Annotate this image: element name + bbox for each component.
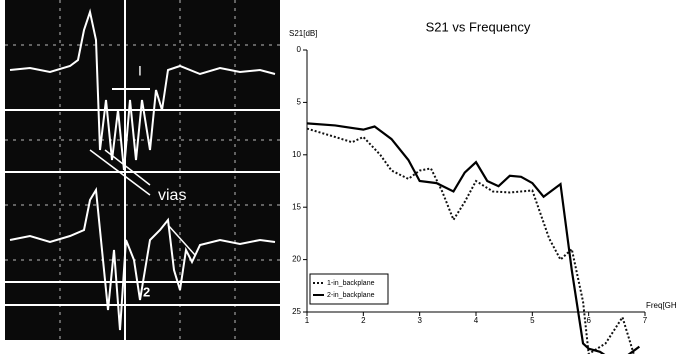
x-tick-label: 3 — [417, 316, 422, 325]
scope-label: 2 — [143, 284, 150, 299]
scope-label: vias — [158, 187, 186, 204]
y-tick-label: 25 — [292, 307, 301, 316]
y-tick-label: 0 — [297, 45, 302, 54]
y-axis-label: S21[dB] — [289, 29, 317, 38]
x-tick-label: 1 — [305, 316, 310, 325]
chart-title: S21 vs Frequency — [426, 19, 531, 34]
legend-box — [310, 274, 388, 304]
y-tick-label: 5 — [297, 98, 302, 107]
legend-label: 2-in_backplane — [327, 292, 375, 299]
scope-label: I — [138, 63, 142, 79]
y-tick-label: 15 — [292, 202, 301, 211]
x-tick-label: 5 — [530, 316, 535, 325]
plot: 0 5 10 15 20 25 1 2 3 4 5 6 7 1-in_backplane 2-in_back… — [292, 45, 648, 354]
x-tick-label: 6 — [586, 316, 591, 325]
x-axis-label: Freq[GH — [646, 301, 677, 310]
y-tick-label: 20 — [292, 255, 301, 264]
x-tick-label: 7 — [643, 316, 648, 325]
x-tick-label: 4 — [474, 316, 479, 325]
legend-label: 1-in_backplane — [327, 280, 375, 287]
series-line — [307, 129, 634, 354]
y-tick-label: 10 — [292, 150, 301, 159]
oscilloscope: I vias 2 — [5, 0, 280, 340]
x-tick-label: 2 — [361, 316, 366, 325]
page: I vias 2 S21 vs Frequency S21[dB] Freq[G… — [0, 0, 683, 354]
